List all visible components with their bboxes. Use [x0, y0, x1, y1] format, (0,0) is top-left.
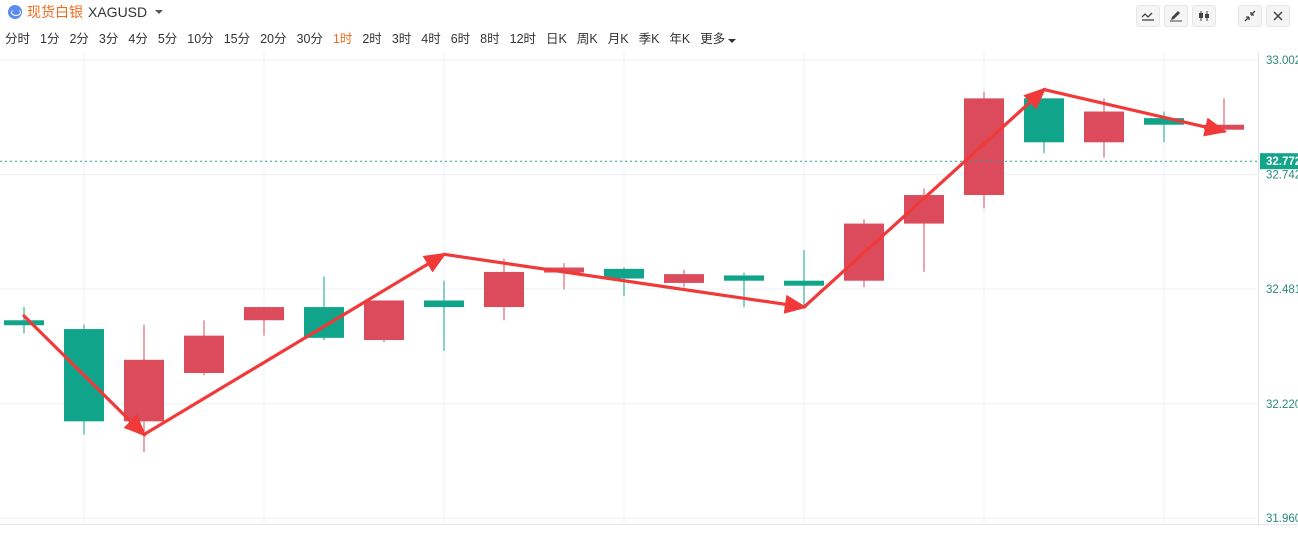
silver-logo-icon [8, 5, 22, 19]
compress-icon[interactable] [1238, 5, 1262, 27]
trend-arrow [1042, 87, 1228, 137]
timeframe-tab[interactable]: 2时 [362, 31, 382, 46]
candle-body[interactable] [724, 275, 764, 281]
timeframe-tab[interactable]: 12时 [509, 31, 537, 46]
chevron-down-icon [728, 38, 737, 43]
timeframe-tab[interactable]: 更多 [695, 28, 741, 47]
timeframe-tab[interactable]: 20分 [260, 31, 287, 46]
timeframe-tab[interactable]: 分时 [5, 31, 31, 46]
trend-arrow [802, 87, 1047, 309]
candlestick-chart[interactable]: 33.002 32.742 32.481 32.220 31.960 32.772 [0, 52, 1298, 544]
timeframe-tab[interactable]: 8时 [480, 31, 500, 46]
candle-body[interactable] [4, 320, 44, 326]
y-tick-label: 31.960 [1266, 513, 1298, 525]
candle-style-icon[interactable] [1192, 5, 1216, 27]
candle-body[interactable] [964, 98, 1004, 196]
y-tick-label: 32.481 [1266, 284, 1298, 296]
timeframe-tab[interactable]: 年K [669, 31, 691, 46]
chart-toolbar [1136, 5, 1290, 27]
trend-arrow [142, 252, 447, 437]
candle-body[interactable] [184, 335, 224, 373]
instrument-symbol: XAGUSD [88, 4, 148, 20]
y-tick-label: 32.742 [1266, 169, 1298, 181]
candle-body[interactable] [364, 300, 404, 341]
timeframe-tab[interactable]: 日K [546, 31, 567, 46]
candle-body[interactable] [784, 280, 824, 286]
timeframe-tab[interactable]: 周K [576, 31, 598, 46]
timeframe-tab[interactable]: 4时 [421, 31, 441, 46]
close-icon[interactable] [1266, 5, 1290, 27]
candle-body[interactable] [1144, 118, 1184, 125]
timeframe-tab[interactable]: 2分 [69, 31, 89, 46]
timeframe-tab[interactable]: 3时 [391, 31, 412, 46]
timeframe-tab[interactable]: 月K [607, 31, 629, 46]
line-tool-icon[interactable] [1136, 5, 1160, 27]
candle-body[interactable] [124, 359, 164, 422]
timeframe-tab[interactable]: 1时 [332, 31, 353, 46]
timeframe-tab[interactable]: 5分 [157, 31, 178, 46]
trend-arrow [442, 252, 808, 314]
candle-body[interactable] [544, 267, 584, 273]
timeframe-tab[interactable]: 1分 [40, 31, 60, 46]
symbol-selector[interactable]: 现货白银 XAGUSD [8, 3, 164, 21]
timeframe-tab[interactable]: 10分 [187, 31, 214, 46]
timeframe-tab[interactable]: 15分 [223, 31, 251, 46]
timeframe-tab[interactable]: 4分 [128, 31, 148, 46]
candle-body[interactable] [244, 307, 284, 321]
chart-header: 现货白银 XAGUSD 分时 1分 2分 3分 4分 5分 10分 15分 20分 30分 1时 2时… [0, 0, 1298, 52]
y-tick-label: 32.220 [1266, 399, 1298, 411]
candle-body[interactable] [1024, 98, 1064, 143]
chevron-down-icon [155, 10, 164, 14]
draw-pen-icon[interactable] [1164, 5, 1188, 27]
timeframe-tab[interactable]: 6时 [450, 31, 471, 46]
timeframe-tab[interactable]: 3分 [98, 31, 119, 46]
timeframe-tabs: 分时 1分 2分 3分 4分 5分 10分 15分 20分 30分 1时 2时 3时 4时 6时 8时 12时日… [0, 28, 741, 46]
last-price-label: 32.772 [1266, 156, 1298, 168]
timeframe-tab[interactable]: 季K [638, 31, 660, 46]
last-price-tag [1260, 153, 1298, 170]
candle-body[interactable] [424, 300, 464, 308]
trend-arrow [22, 314, 147, 437]
candle-body[interactable] [484, 271, 524, 308]
instrument-name: 现货白银 [27, 4, 83, 20]
candle-body[interactable] [1084, 111, 1124, 143]
candle-body[interactable] [664, 274, 704, 283]
y-tick-label: 33.002 [1266, 55, 1298, 67]
timeframe-tab[interactable]: 30分 [296, 31, 323, 46]
candle-body[interactable] [604, 268, 644, 279]
